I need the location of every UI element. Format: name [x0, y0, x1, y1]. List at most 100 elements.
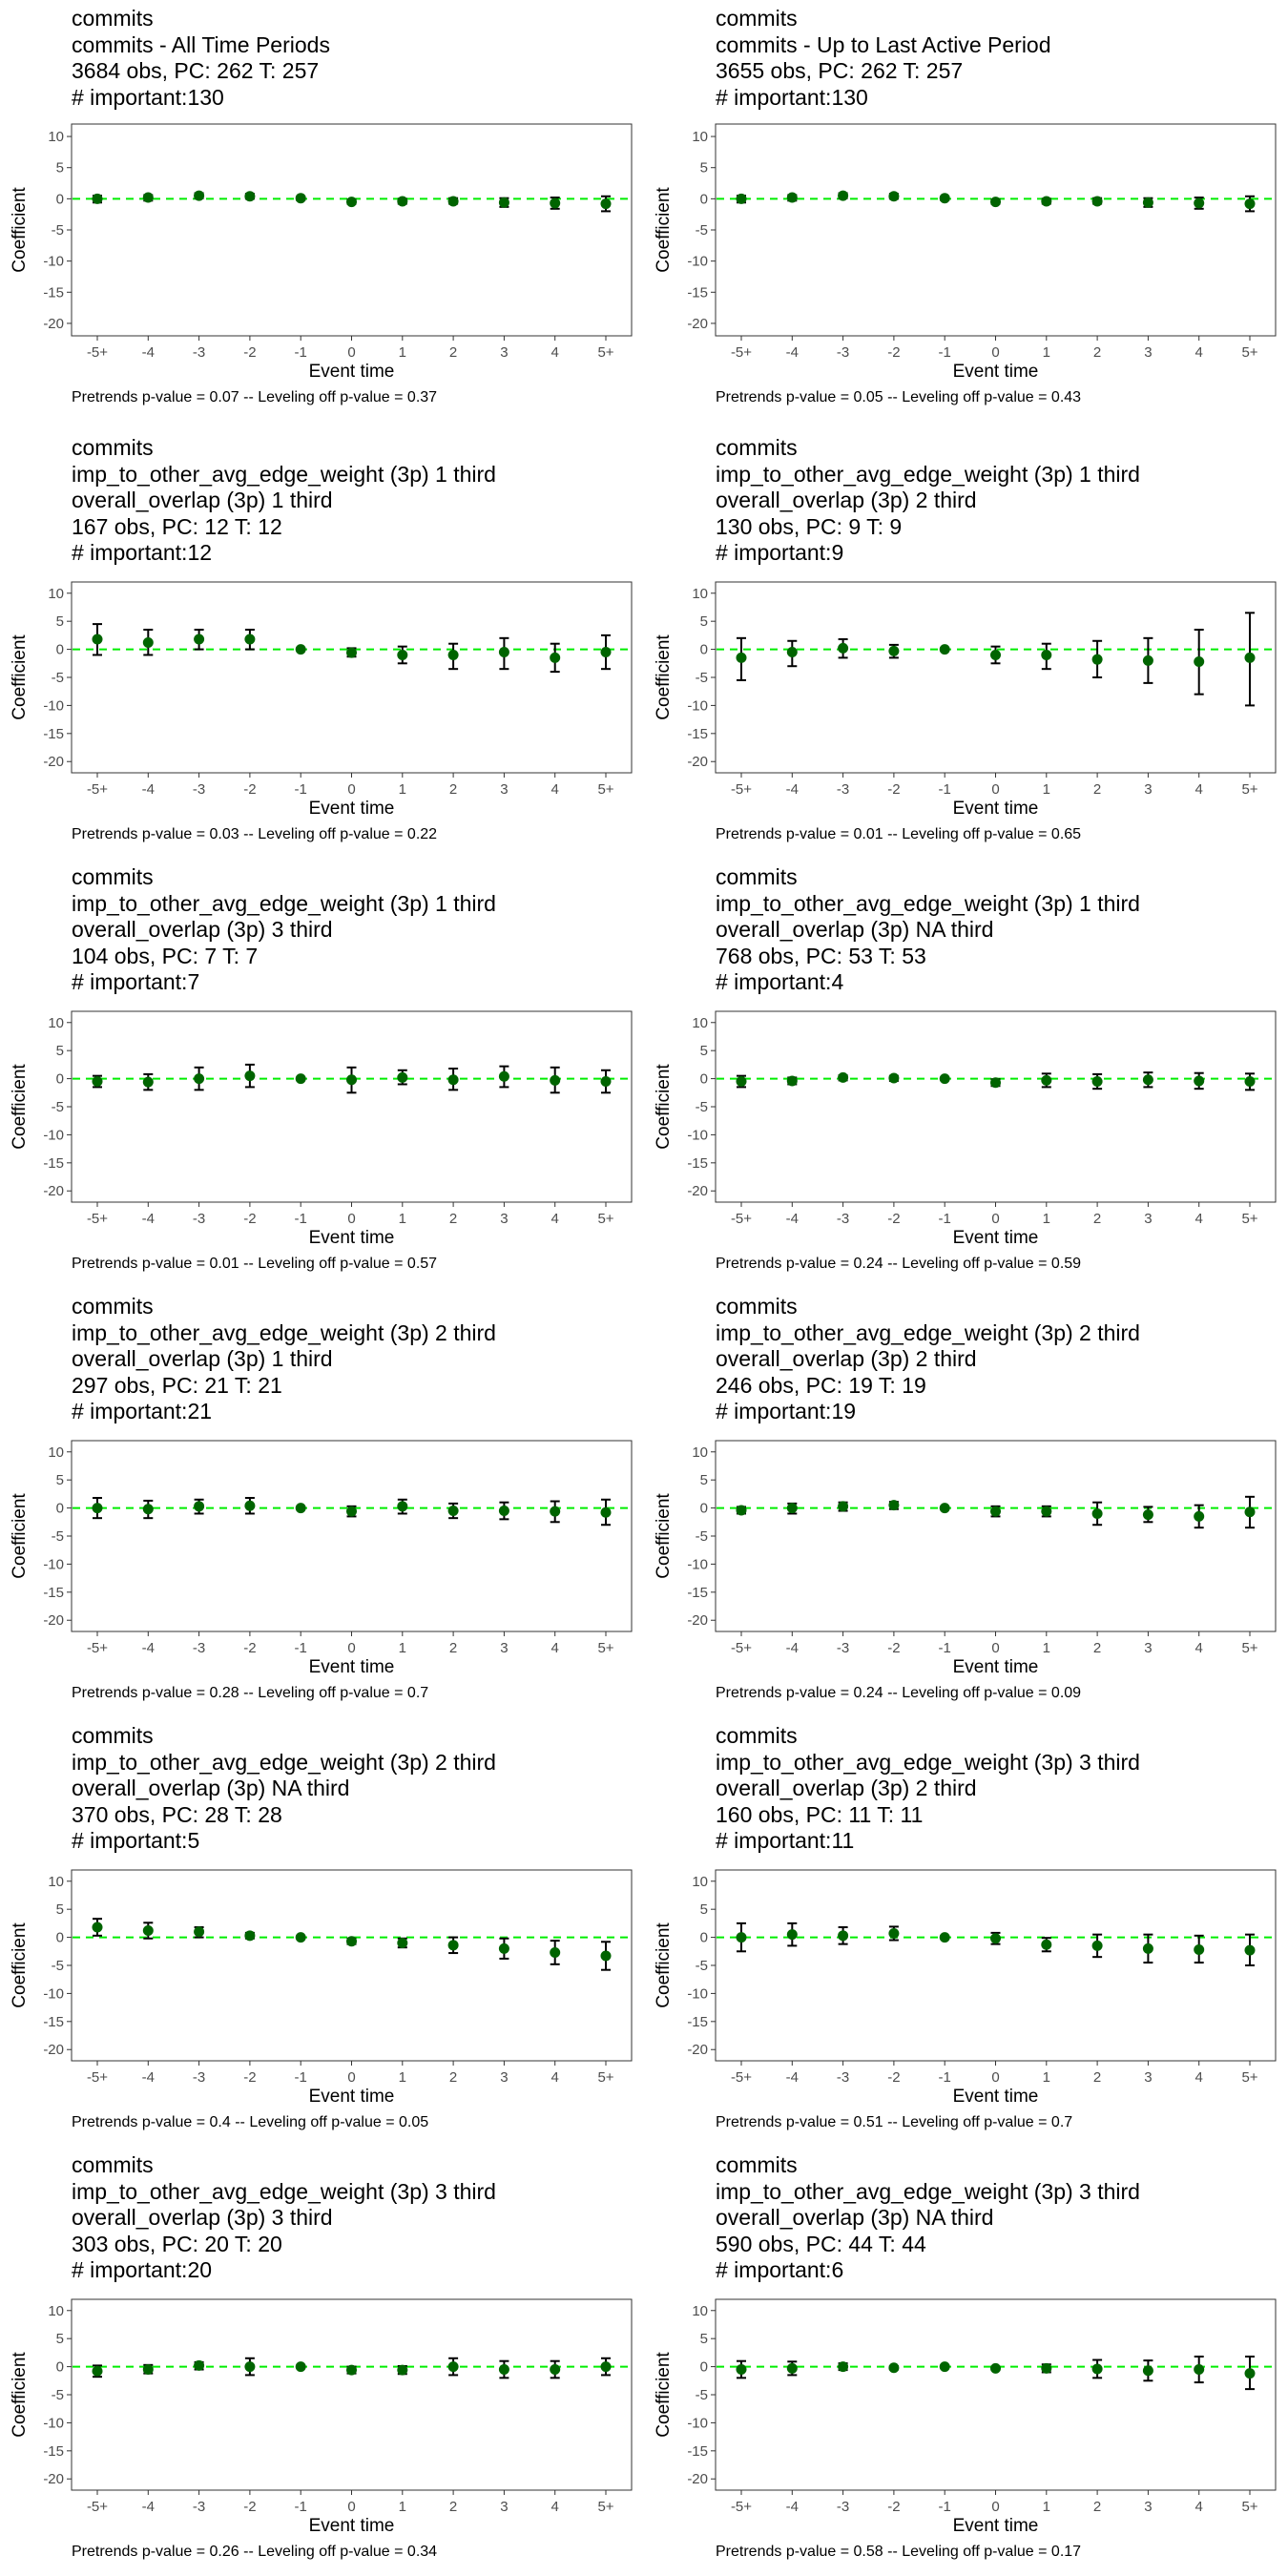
y-tick-label: 10: [48, 129, 64, 145]
plot-frame: [71, 581, 633, 774]
y-axis-label: Coefficient: [654, 1922, 674, 2008]
y-tick-label: -20: [687, 754, 708, 770]
title-line: # important:6: [716, 2257, 844, 2282]
x-tick-label: 0: [991, 1640, 999, 1656]
x-tick-label: -3: [837, 1211, 849, 1227]
title-line: imp_to_other_avg_edge_weight (3p) 1 thir…: [72, 461, 496, 487]
chart-title: commits imp_to_other_avg_edge_weight (3p)…: [72, 864, 496, 996]
point-estimate: [92, 634, 103, 645]
title-line: # important:11: [716, 1828, 855, 1853]
p-value-footnote: Pretrends p-value = 0.24 -- Leveling off…: [716, 1256, 1082, 1272]
point-estimate: [939, 1073, 950, 1085]
title-line: commits: [72, 435, 154, 460]
y-tick-label: 0: [56, 1501, 64, 1517]
p-value-footnote: Pretrends p-value = 0.4 -- Leveling off …: [72, 2114, 429, 2130]
point-estimate: [1194, 1075, 1205, 1087]
x-tick-label: 0: [347, 2499, 355, 2515]
x-tick-label: 3: [500, 1640, 508, 1656]
x-axis-label: Event time: [953, 1228, 1039, 1248]
x-tick-label: 5+: [597, 1211, 613, 1227]
y-tick-label: -15: [43, 2014, 64, 2030]
point-estimate: [990, 649, 1001, 660]
title-line: commits: [716, 1723, 798, 1748]
y-tick-label: -15: [687, 1155, 708, 1172]
x-tick-label: 5+: [597, 1640, 613, 1656]
point-estimate: [736, 2364, 747, 2376]
p-value-footnote: Pretrends p-value = 0.24 -- Leveling off…: [716, 1685, 1082, 1701]
x-tick-label: -4: [786, 2069, 799, 2086]
title-line: overall_overlap (3p) 2 third: [716, 1776, 977, 1800]
point-estimate: [194, 634, 205, 645]
title-line: imp_to_other_avg_edge_weight (3p) 1 thir…: [716, 890, 1140, 916]
p-value-footnote: Pretrends p-value = 0.51 -- Leveling off…: [716, 2114, 1073, 2130]
x-axis-label: Event time: [309, 2087, 395, 2107]
y-tick-label: 5: [56, 2331, 64, 2347]
x-tick-label: 2: [449, 344, 457, 361]
p-value-footnote: Pretrends p-value = 0.03 -- Leveling off…: [72, 826, 438, 842]
x-tick-label: 2: [449, 2499, 457, 2515]
chart-panel: commits imp_to_other_avg_edge_weight (3p)…: [0, 1288, 644, 1717]
y-tick-label: 5: [700, 613, 708, 630]
x-tick-label: -2: [887, 1640, 900, 1656]
y-tick-label: -10: [687, 697, 708, 714]
x-tick-label: -5+: [87, 344, 108, 361]
point-estimate: [939, 1932, 950, 1943]
x-tick-label: 4: [1195, 2499, 1203, 2515]
chart-title: commits imp_to_other_avg_edge_weight (3p)…: [716, 1723, 1140, 1855]
chart-title: commits imp_to_other_avg_edge_weight (3p)…: [72, 435, 496, 567]
point-estimate: [295, 193, 306, 204]
x-tick-label: -2: [887, 344, 900, 361]
point-estimate: [295, 1932, 306, 1943]
y-tick-label: -10: [43, 1556, 64, 1572]
point-estimate: [1041, 1074, 1052, 1086]
point-estimate: [1244, 1076, 1256, 1088]
point-estimate: [244, 1930, 256, 1942]
y-tick-label: 5: [700, 1472, 708, 1488]
point-estimate: [888, 645, 900, 656]
point-estimate: [1244, 1506, 1256, 1518]
point-estimate: [447, 649, 459, 660]
y-tick-label: 10: [692, 586, 708, 602]
point-estimate: [447, 2361, 459, 2373]
x-tick-label: 0: [347, 1640, 355, 1656]
point-estimate: [1091, 1076, 1103, 1088]
y-tick-label: 5: [56, 1472, 64, 1488]
x-tick-label: 3: [500, 1211, 508, 1227]
title-line: # important:12: [72, 540, 213, 565]
x-tick-label: -1: [295, 344, 307, 361]
point-estimate: [600, 198, 612, 210]
point-estimate: [1244, 2368, 1256, 2379]
x-tick-label: -1: [939, 2069, 951, 2086]
point-estimate: [142, 192, 154, 203]
y-tick-label: 10: [48, 1874, 64, 1890]
title-line: commits: [716, 1294, 798, 1319]
point-estimate: [888, 1927, 900, 1939]
x-tick-label: -1: [939, 2499, 951, 2515]
chart-panel: commits imp_to_other_avg_edge_weight (3p)…: [644, 2147, 1288, 2576]
point-estimate: [498, 1942, 509, 1954]
x-tick-label: 2: [449, 2069, 457, 2086]
point-estimate: [194, 1926, 205, 1938]
point-estimate: [786, 2362, 798, 2374]
y-tick-label: -15: [43, 284, 64, 301]
y-tick-label: -5: [696, 222, 708, 239]
point-estimate: [295, 1073, 306, 1085]
title-line: imp_to_other_avg_edge_weight (3p) 2 thir…: [72, 1749, 496, 1775]
point-estimate: [736, 1505, 747, 1516]
y-tick-label: 10: [692, 1874, 708, 1890]
title-line: imp_to_other_avg_edge_weight (3p) 3 thir…: [716, 1749, 1140, 1775]
point-estimate: [1041, 1506, 1052, 1517]
y-tick-label: -15: [687, 1585, 708, 1601]
y-tick-label: 5: [56, 613, 64, 630]
y-tick-label: -15: [43, 2443, 64, 2460]
plot-frame: [715, 581, 1277, 774]
x-tick-label: 0: [991, 781, 999, 798]
title-line: imp_to_other_avg_edge_weight (3p) 1 thir…: [716, 461, 1140, 487]
title-line: imp_to_other_avg_edge_weight (3p) 3 thir…: [72, 2178, 496, 2204]
point-estimate: [92, 1922, 103, 1933]
point-estimate: [600, 2361, 612, 2373]
point-estimate: [397, 2364, 408, 2376]
